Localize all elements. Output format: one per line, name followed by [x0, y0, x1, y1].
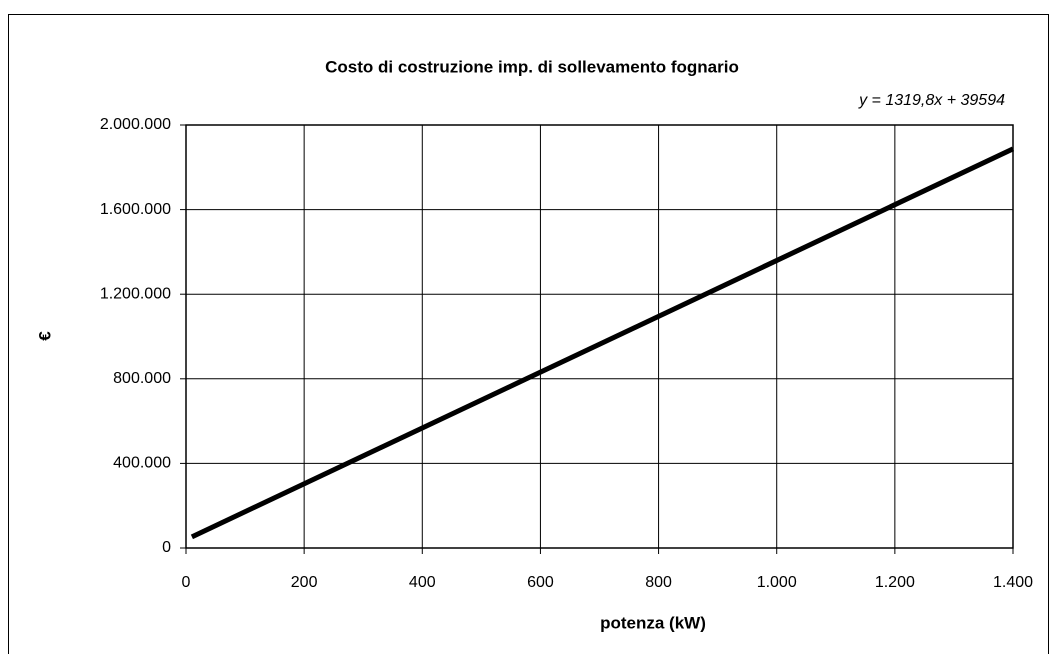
x-axis-label: potenza (kW) — [600, 613, 706, 632]
x-tick-label: 1.400 — [993, 574, 1033, 591]
x-tick-label: 1.000 — [757, 574, 797, 591]
x-tick-label: 0 — [182, 574, 191, 591]
y-tick-label: 0 — [162, 539, 171, 556]
y-tick-label: 400.000 — [113, 455, 171, 472]
x-tick-label: 1.200 — [875, 574, 915, 591]
equation: y = 1319,8x + 39594 — [858, 92, 1005, 109]
x-tick-label: 400 — [409, 574, 436, 591]
y-tick-label: 800.000 — [113, 370, 171, 387]
x-tick-label: 200 — [291, 574, 318, 591]
y-tick-label: 2.000.000 — [100, 116, 171, 133]
y-tick-label: 1.200.000 — [100, 285, 171, 302]
chart-border — [8, 14, 1049, 654]
data-line — [190, 146, 1015, 540]
chart-title: Costo di costruzione imp. di sollevament… — [325, 57, 739, 76]
y-axis-label: € — [35, 331, 54, 341]
y-tick-label: 1.600.000 — [100, 201, 171, 218]
x-tick-label: 800 — [645, 574, 672, 591]
x-tick-label: 600 — [527, 574, 554, 591]
plot-border — [185, 124, 1014, 549]
